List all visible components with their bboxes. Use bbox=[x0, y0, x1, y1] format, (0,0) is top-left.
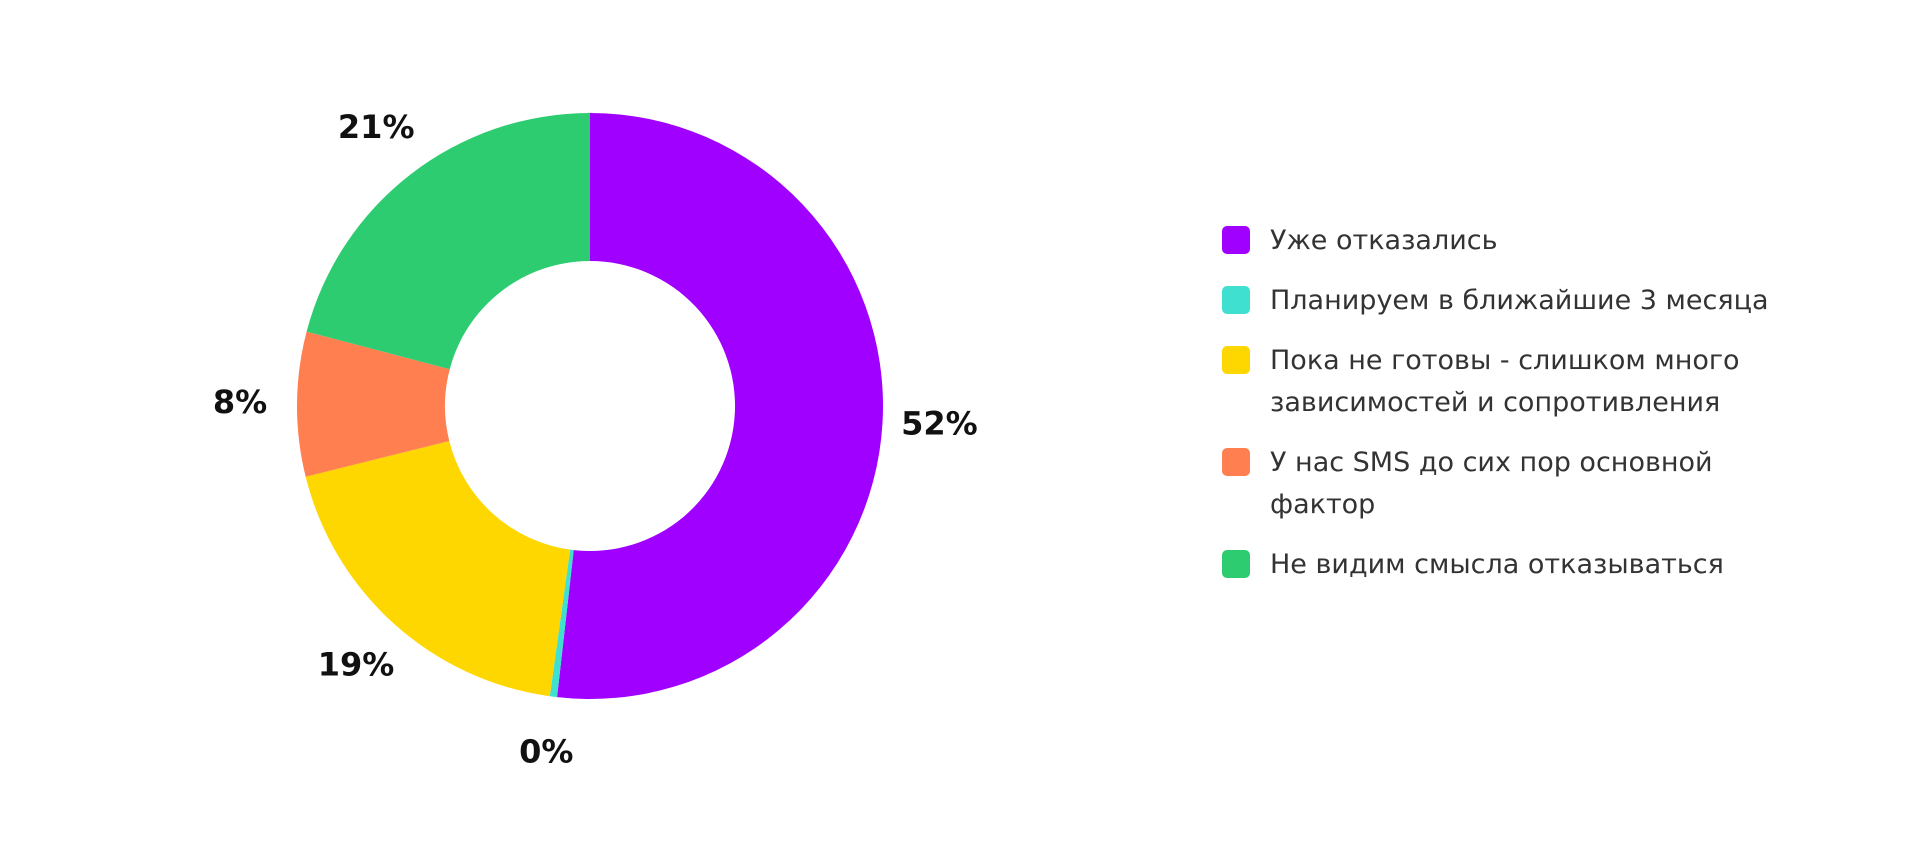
legend: Уже отказались Планируем в ближайшие 3 ме… bbox=[1222, 220, 1810, 586]
donut-slice bbox=[296, 331, 450, 477]
donut-slice bbox=[306, 113, 590, 370]
legend-label: У нас SMS до сих пор основной фактор bbox=[1270, 447, 1713, 520]
donut-slice bbox=[557, 113, 884, 700]
legend-swatch bbox=[1222, 550, 1250, 578]
donut-slice bbox=[549, 549, 574, 698]
legend-swatch bbox=[1222, 286, 1250, 314]
value-label: 8% bbox=[213, 383, 267, 421]
value-label: 21% bbox=[338, 108, 415, 146]
legend-swatch bbox=[1222, 346, 1250, 374]
value-label: 19% bbox=[318, 645, 395, 683]
value-label: 52% bbox=[901, 405, 978, 443]
legend-label: Пока не готовы - слишком много зависимос… bbox=[1270, 345, 1740, 418]
legend-item: Планируем в ближайшие 3 месяца bbox=[1222, 280, 1810, 322]
legend-item: Пока не готовы - слишком много зависимос… bbox=[1222, 340, 1810, 424]
donut-slice bbox=[305, 441, 571, 697]
legend-label: Уже отказались bbox=[1270, 225, 1498, 256]
legend-swatch bbox=[1222, 448, 1250, 476]
value-label: 0% bbox=[519, 732, 573, 770]
legend-item: У нас SMS до сих пор основной фактор bbox=[1222, 442, 1810, 526]
legend-label: Не видим смысла отказываться bbox=[1270, 549, 1724, 580]
legend-label: Планируем в ближайшие 3 месяца bbox=[1270, 285, 1769, 316]
legend-item: Не видим смысла отказываться bbox=[1222, 544, 1810, 586]
legend-item: Уже отказались bbox=[1222, 220, 1810, 262]
legend-swatch bbox=[1222, 226, 1250, 254]
